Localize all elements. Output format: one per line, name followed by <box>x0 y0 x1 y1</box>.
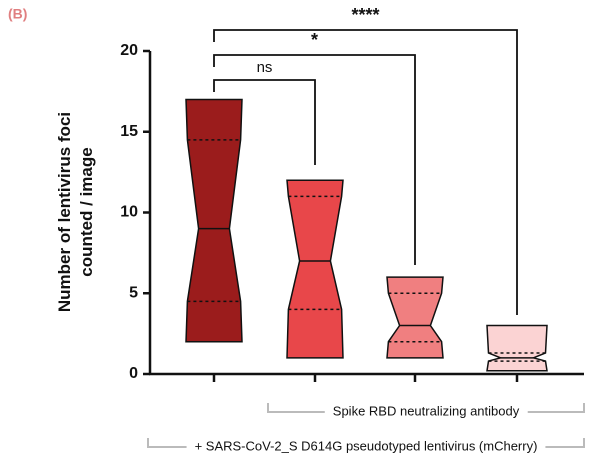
significance-bracket <box>213 54 416 265</box>
group-bracket <box>267 403 325 413</box>
y-axis-label-line: counted / image <box>77 147 96 276</box>
violin <box>386 276 444 359</box>
y-tick-label: 15 <box>120 123 138 140</box>
y-axis-label: Number of lentivirus foci counted / image <box>55 112 96 312</box>
y-tick-label: 0 <box>129 365 138 382</box>
violin <box>486 324 548 372</box>
y-axis-label-line: Number of lentivirus foci <box>55 112 74 312</box>
group-bracket <box>147 438 187 448</box>
significance-bracket <box>213 79 316 165</box>
significance-label: **** <box>351 5 379 25</box>
group-bracket <box>545 438 585 448</box>
group-label: + SARS-CoV-2_S D614G pseudotyped lentivi… <box>195 438 538 453</box>
group-label: Spike RBD neutralizing antibody <box>333 403 520 418</box>
y-tick-label: 20 <box>120 42 138 59</box>
panel-label: (B) <box>8 6 27 22</box>
significance-label: * <box>311 30 318 50</box>
group-bracket <box>527 403 585 413</box>
significance-label: ns <box>257 59 273 76</box>
y-tick-label: 5 <box>129 284 138 301</box>
violin <box>286 179 344 359</box>
y-tick-label: 10 <box>120 204 138 221</box>
significance-bracket <box>213 29 518 315</box>
violin <box>185 98 243 343</box>
